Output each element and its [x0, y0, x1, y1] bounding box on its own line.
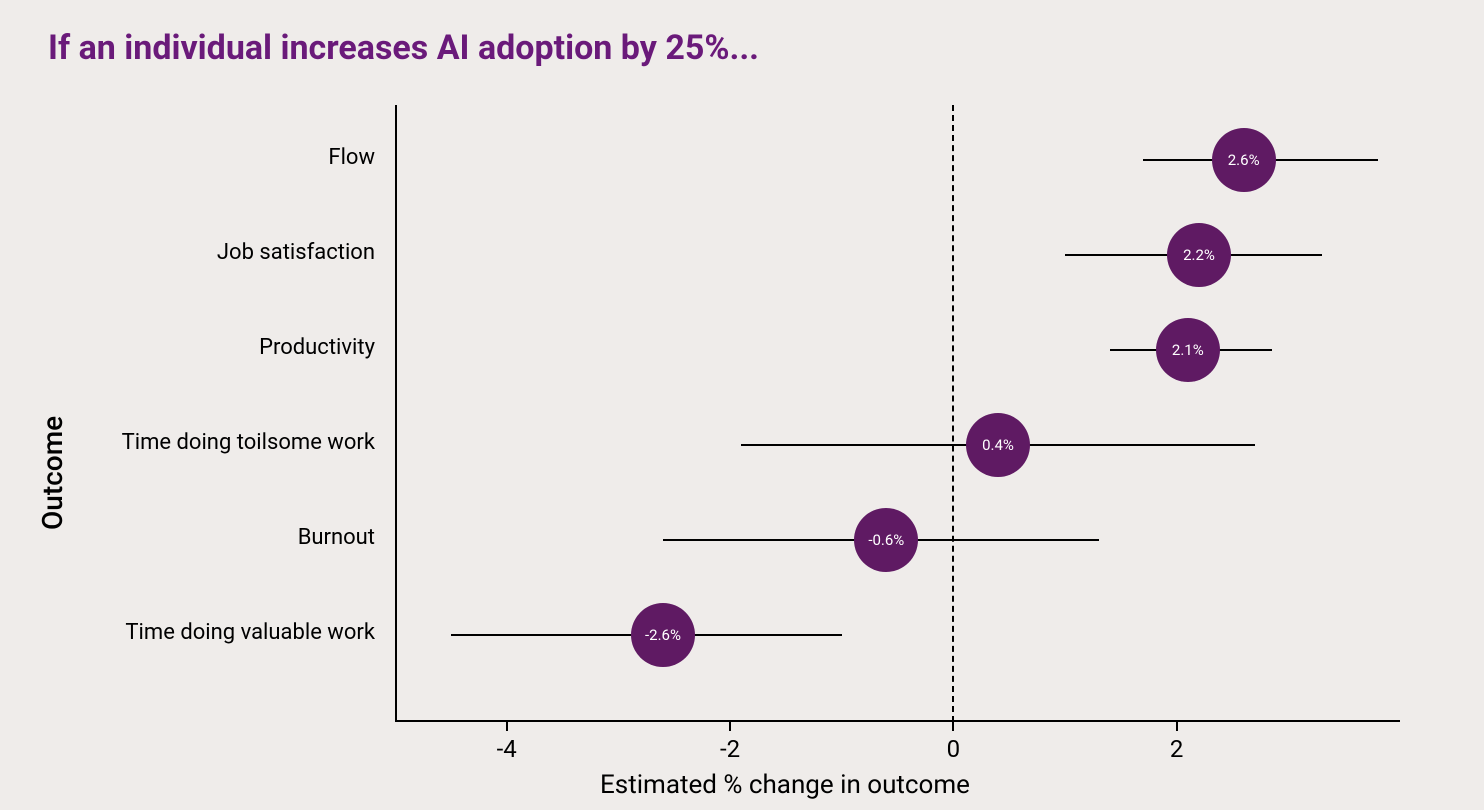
x-axis-line	[395, 720, 1400, 722]
y-axis-line	[395, 105, 397, 722]
category-label: Time doing toilsome work	[45, 430, 375, 455]
plot-area: -4-202Flow2.6%Job satisfaction2.2%Produc…	[395, 105, 1400, 722]
data-point-label: 2.2%	[1183, 246, 1215, 264]
data-point-label: 2.1%	[1172, 341, 1204, 359]
category-label: Time doing valuable work	[45, 620, 375, 645]
data-point-label: 0.4%	[982, 436, 1014, 454]
data-point-label: -0.6%	[868, 531, 904, 549]
data-point: 0.4%	[966, 413, 1030, 477]
x-tick	[729, 722, 731, 731]
category-label: Job satisfaction	[45, 240, 375, 265]
zero-reference-line	[952, 105, 954, 722]
category-label: Burnout	[45, 525, 375, 550]
data-point: -0.6%	[854, 508, 918, 572]
data-point-label: -2.6%	[645, 626, 681, 644]
data-point: 2.6%	[1212, 128, 1276, 192]
x-tick-label: 2	[1137, 735, 1217, 763]
data-point: 2.2%	[1167, 223, 1231, 287]
x-axis-label: Estimated % change in outcome	[600, 770, 970, 800]
x-tick-label: -2	[690, 735, 770, 763]
chart-container: { "background_color": "#efecea", "title"…	[0, 0, 1484, 810]
data-point-label: 2.6%	[1228, 151, 1260, 169]
data-point: -2.6%	[631, 603, 695, 667]
x-tick-label: -4	[467, 735, 547, 763]
category-label: Productivity	[45, 335, 375, 360]
x-tick-label: 0	[913, 735, 993, 763]
x-tick	[506, 722, 508, 731]
category-label: Flow	[45, 145, 375, 170]
x-tick	[1176, 722, 1178, 731]
x-tick	[952, 722, 954, 731]
chart-title: If an individual increases AI adoption b…	[48, 28, 759, 68]
data-point: 2.1%	[1156, 318, 1220, 382]
